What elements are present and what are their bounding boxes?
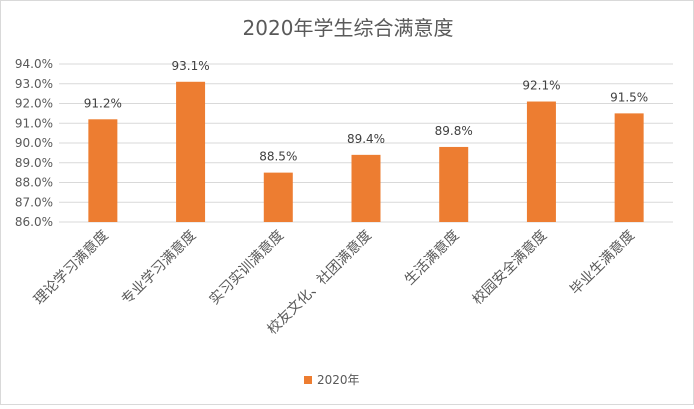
chart-title: 2020年学生综合满意度 [243, 16, 454, 40]
data-labels: 91.2% 93.1% 88.5% 89.4% 89.8% 92.1% 91.5% [84, 59, 648, 164]
y-tick-label: 88.0% [15, 176, 53, 190]
legend-label: 2020年 [317, 373, 360, 387]
legend: 2020年 [304, 373, 360, 387]
bar [439, 146, 469, 222]
y-tick-label: 94.0% [15, 57, 53, 71]
x-tick-label: 实习实训满意度 [206, 227, 287, 308]
bar [614, 113, 644, 222]
y-tick-label: 87.0% [15, 195, 53, 209]
data-label: 89.4% [347, 132, 385, 146]
x-tick-label: 毕业生满意度 [567, 227, 638, 298]
y-tick-label: 89.0% [15, 156, 53, 170]
bar [351, 154, 381, 222]
y-tick-label: 86.0% [15, 215, 53, 229]
x-tick-label: 生活满意度 [401, 227, 463, 289]
data-label: 91.5% [610, 90, 648, 104]
y-tick-label: 91.0% [15, 116, 53, 130]
y-tick-label: 90.0% [15, 136, 53, 150]
y-tick-label: 92.0% [15, 97, 53, 111]
gridlines [59, 63, 673, 223]
y-axis: 86.0% 87.0% 88.0% 89.0% 90.0% 91.0% 92.0% 93.0%… [15, 57, 53, 229]
x-tick-label: 理论学习满意度 [30, 227, 111, 308]
data-label: 89.8% [435, 124, 473, 138]
bar [176, 81, 206, 223]
bar [263, 172, 293, 222]
y-tick-label: 93.0% [15, 77, 53, 91]
data-label: 88.5% [259, 150, 297, 164]
bar [526, 101, 556, 222]
x-tick-label: 校园安全满意度 [469, 227, 550, 308]
data-label: 91.2% [84, 96, 122, 110]
data-label: 93.1% [172, 59, 210, 73]
bar [88, 119, 118, 222]
legend-swatch [304, 376, 312, 384]
x-tick-label: 专业学习满意度 [118, 227, 199, 308]
data-label: 92.1% [522, 79, 560, 93]
bars [88, 81, 644, 223]
